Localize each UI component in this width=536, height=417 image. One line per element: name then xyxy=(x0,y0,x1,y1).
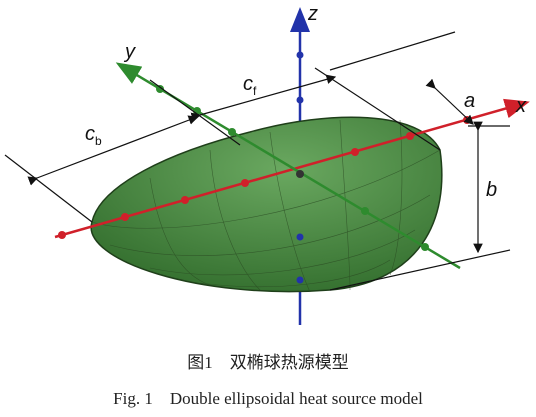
cb-label: cb xyxy=(85,123,102,148)
x-axis xyxy=(54,98,530,239)
caption-cn: 图1 双椭球热源模型 xyxy=(187,353,349,372)
cb-sub: b xyxy=(95,134,102,148)
caption-en: Fig. 1 Double ellipsoidal heat source mo… xyxy=(113,389,423,408)
origin xyxy=(296,170,304,178)
dimension-lines xyxy=(4,31,511,291)
cb-main: c xyxy=(85,123,95,145)
z-label: z xyxy=(307,3,318,25)
cf-sub: f xyxy=(253,84,257,98)
cf-main: c xyxy=(243,73,253,95)
mesh xyxy=(109,119,431,293)
ellipsoid xyxy=(90,116,443,293)
x-label: x xyxy=(515,95,527,117)
rim-line xyxy=(91,149,441,229)
y-label: y xyxy=(123,41,136,63)
cf-label: cf xyxy=(243,73,257,98)
a-label: a xyxy=(464,90,475,112)
b-label: b xyxy=(486,179,497,201)
